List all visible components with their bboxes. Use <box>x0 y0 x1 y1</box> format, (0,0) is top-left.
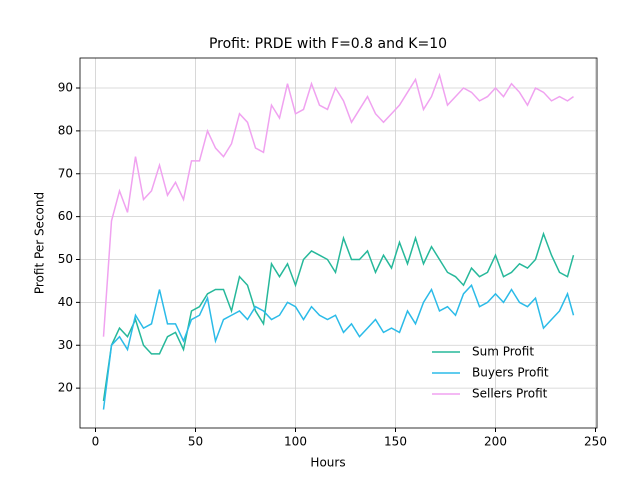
series-line <box>102 231 575 402</box>
y-tick-label: 50 <box>58 252 73 266</box>
legend-label: Sum Profit <box>472 345 534 359</box>
y-axis-label: Profit Per Second <box>33 192 47 294</box>
y-tick-label: 90 <box>58 81 73 95</box>
y-tick-label: 30 <box>58 338 73 352</box>
x-tick-label: 50 <box>188 435 203 449</box>
series-line <box>102 72 574 337</box>
y-tick-label: 40 <box>58 295 73 309</box>
plot-frame <box>79 57 598 429</box>
x-tick-label: 200 <box>484 435 507 449</box>
chart-title: Profit: PRDE with F=0.8 and K=10 <box>209 36 447 52</box>
y-tick-label: 80 <box>58 123 73 137</box>
series-line <box>102 283 575 410</box>
x-tick-label: 250 <box>584 435 607 449</box>
y-tick-label: 70 <box>58 166 73 180</box>
legend-label: Buyers Profit <box>472 366 549 380</box>
y-tick-label: 20 <box>58 381 73 395</box>
x-tick-label: 150 <box>384 435 407 449</box>
x-tick-label: 0 <box>92 435 100 449</box>
x-axis-label: Hours <box>310 456 345 470</box>
legend-label: Sellers Profit <box>472 387 548 401</box>
x-tick-label: 100 <box>284 435 307 449</box>
y-tick-label: 60 <box>58 209 73 223</box>
